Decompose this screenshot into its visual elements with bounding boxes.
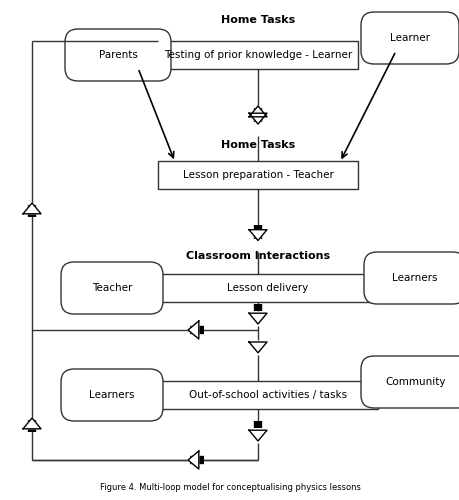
Polygon shape (188, 321, 198, 339)
Text: Home Tasks: Home Tasks (220, 140, 295, 150)
Text: Community: Community (385, 377, 445, 387)
FancyBboxPatch shape (360, 12, 458, 64)
FancyBboxPatch shape (157, 41, 357, 69)
Text: Learner: Learner (389, 33, 429, 43)
Text: Figure 4. Multi-loop model for conceptualising physics lessons: Figure 4. Multi-loop model for conceptua… (99, 484, 360, 492)
Text: Home Tasks: Home Tasks (220, 15, 295, 25)
Polygon shape (23, 418, 41, 429)
Polygon shape (248, 106, 266, 117)
Polygon shape (23, 203, 41, 214)
Text: Testing of prior knowledge - Learner: Testing of prior knowledge - Learner (163, 50, 351, 60)
FancyBboxPatch shape (65, 29, 171, 81)
FancyBboxPatch shape (363, 252, 459, 304)
Polygon shape (248, 313, 266, 324)
Text: Lesson preparation - Teacher: Lesson preparation - Teacher (182, 170, 333, 180)
FancyBboxPatch shape (61, 262, 162, 314)
FancyBboxPatch shape (61, 369, 162, 421)
FancyBboxPatch shape (157, 161, 357, 189)
Polygon shape (248, 342, 266, 353)
Polygon shape (248, 230, 266, 240)
Text: Classroom Interactions: Classroom Interactions (185, 251, 330, 261)
Text: Learners: Learners (89, 390, 134, 400)
Text: Teacher: Teacher (92, 283, 132, 293)
FancyBboxPatch shape (157, 274, 377, 302)
Text: Learners: Learners (392, 273, 437, 283)
Polygon shape (248, 430, 266, 441)
Text: Out-of-school activities / tasks: Out-of-school activities / tasks (189, 390, 346, 400)
Polygon shape (188, 451, 198, 469)
Text: Parents: Parents (98, 50, 137, 60)
Polygon shape (248, 113, 266, 124)
FancyBboxPatch shape (157, 381, 377, 409)
FancyBboxPatch shape (360, 356, 459, 408)
Text: Lesson delivery: Lesson delivery (227, 283, 308, 293)
